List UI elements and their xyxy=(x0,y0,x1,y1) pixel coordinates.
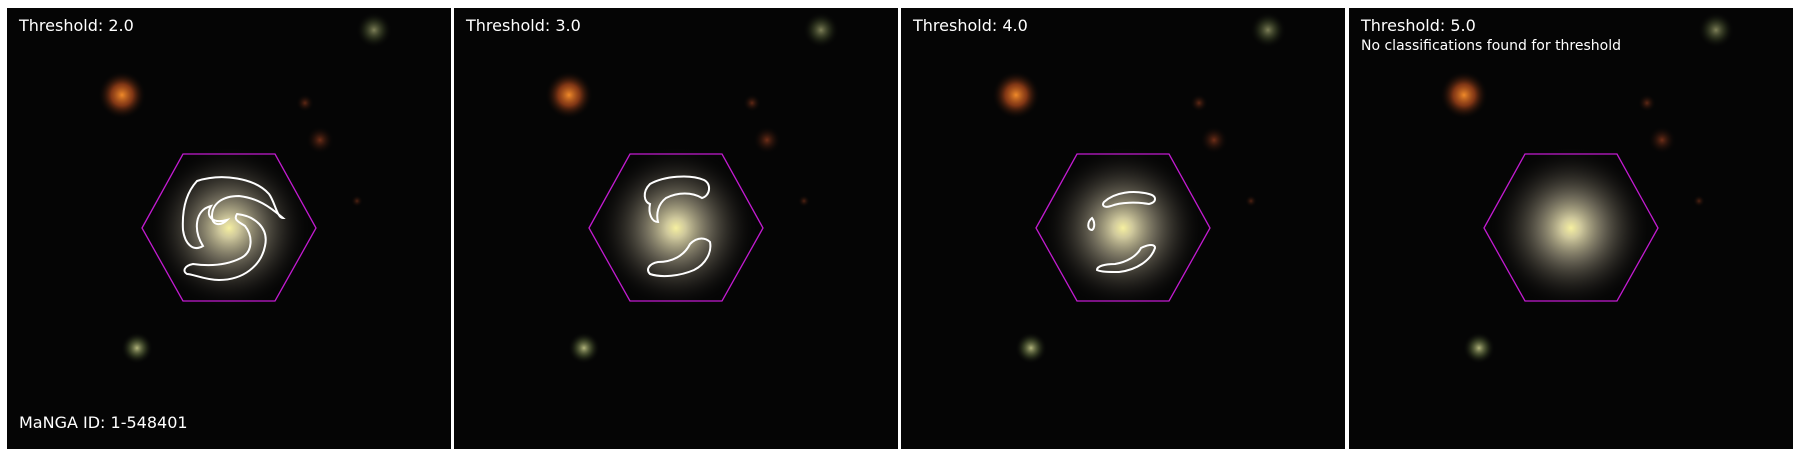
threshold-label: Threshold: 4.0 xyxy=(913,16,1028,35)
galaxy-image xyxy=(901,8,1345,449)
contour-arm-upper xyxy=(181,176,286,249)
panel-threshold-5: Threshold: 5.0 No classifications found … xyxy=(1349,8,1793,449)
contour-arm-lower xyxy=(1095,244,1157,274)
manga-id-label: MaNGA ID: 1-548401 xyxy=(19,413,188,432)
threshold-label: Threshold: 2.0 xyxy=(19,16,134,35)
contour-arm-upper xyxy=(1101,191,1156,208)
ifu-hexagon xyxy=(588,153,764,302)
contour-arm-lower xyxy=(183,212,267,282)
panel-threshold-2: Threshold: 2.0 MaNGA ID: 1-548401 xyxy=(7,8,451,449)
panel-threshold-4: Threshold: 4.0 xyxy=(901,8,1345,449)
galaxy-image xyxy=(7,8,451,449)
ifu-hexagon xyxy=(1483,153,1659,302)
panel-threshold-3: Threshold: 3.0 xyxy=(454,8,898,449)
contour-arm-lower xyxy=(647,237,712,278)
threshold-label: Threshold: 3.0 xyxy=(466,16,581,35)
galaxy-image xyxy=(1349,8,1793,449)
ifu-hexagon xyxy=(141,153,317,302)
contour-arm-upper xyxy=(643,175,710,224)
threshold-label: Threshold: 5.0 xyxy=(1361,16,1476,35)
no-classifications-note: No classifications found for threshold xyxy=(1361,38,1621,54)
ifu-hexagon xyxy=(1035,153,1211,302)
galaxy-image xyxy=(454,8,898,449)
contour-spot xyxy=(1087,216,1096,232)
